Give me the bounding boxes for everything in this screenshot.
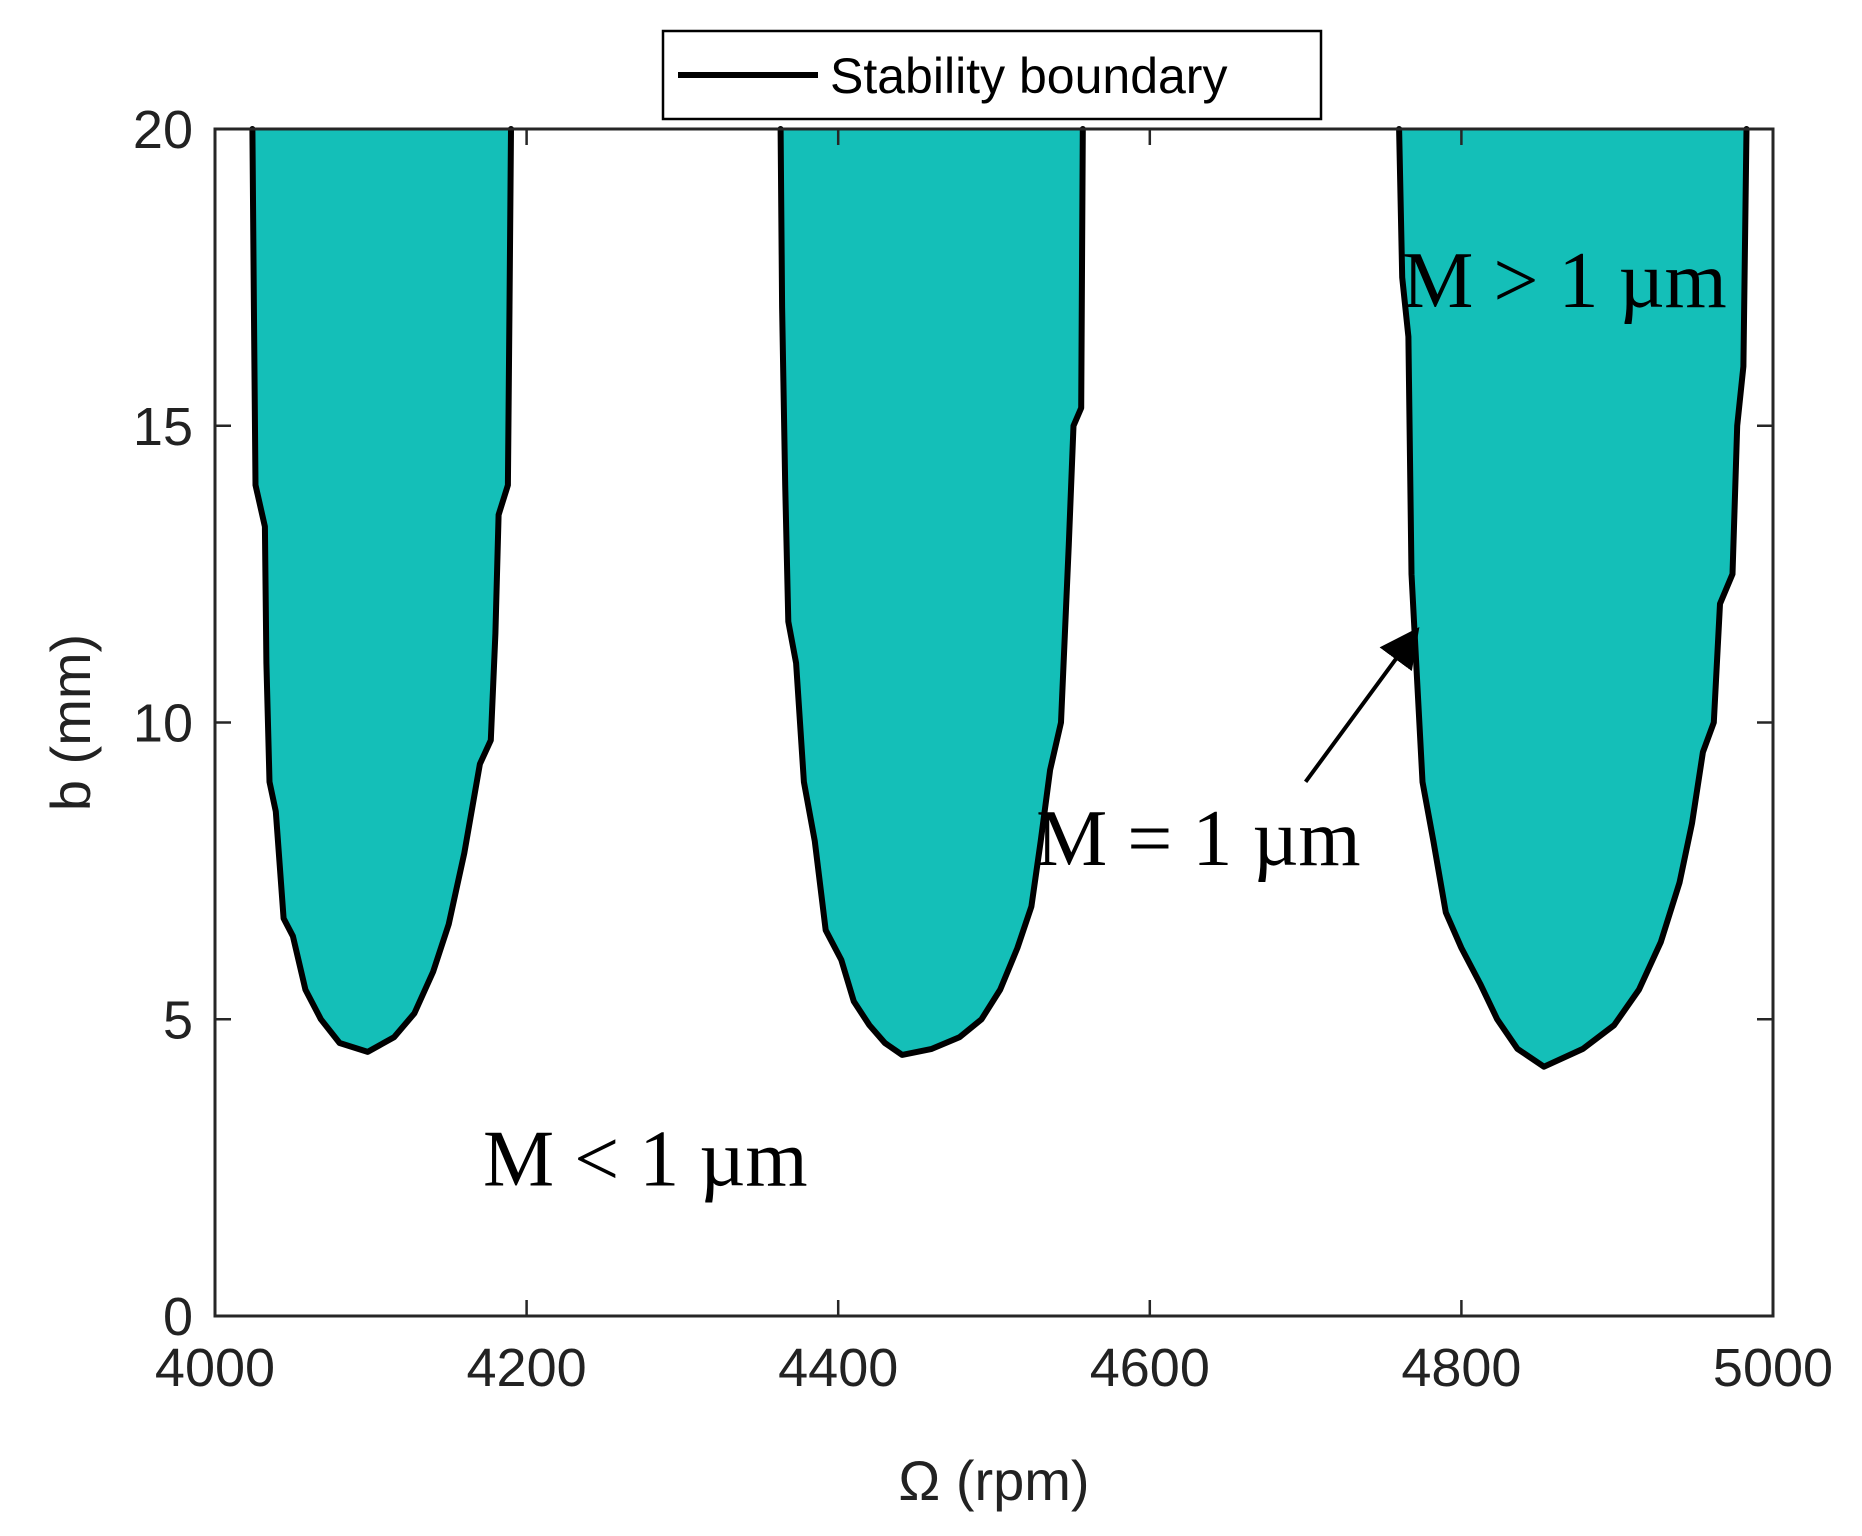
axis-ticks	[213, 127, 1775, 1318]
axis-tick-labels: 4000 4200 4400 4600 4800 5000 0 5 10 15 20	[133, 100, 1833, 1398]
y-tick-label: 10	[133, 694, 193, 754]
annotation-arrow-eq	[1303, 627, 1420, 784]
y-axis-label: b (mm)	[39, 634, 102, 811]
x-axis-label: Ω (rpm)	[898, 1449, 1089, 1512]
stable-region-2	[780, 129, 1083, 1055]
legend: Stability boundary	[661, 29, 1323, 121]
y-tick-label: 15	[133, 397, 193, 457]
x-tick-label: 4800	[1401, 1338, 1521, 1398]
x-tick-label: 4600	[1090, 1338, 1210, 1398]
stability-lobes	[249, 126, 1750, 1070]
annotation-lt: M < 1 µm	[483, 1115, 808, 1203]
x-tick-label: 4200	[467, 1338, 587, 1398]
stable-region-1	[252, 129, 511, 1052]
stability-boundary-3	[1396, 126, 1750, 1070]
x-tick-label: 5000	[1713, 1338, 1833, 1398]
legend-entry-stability-boundary: Stability boundary	[830, 48, 1227, 104]
annotations: M > 1 µm M = 1 µm M < 1 µm	[483, 237, 1727, 1203]
annotation-eq: M = 1 µm	[1036, 795, 1361, 883]
stable-region-3	[1399, 129, 1747, 1067]
x-tick-label: 4400	[778, 1338, 898, 1398]
x-tick-label: 4000	[155, 1338, 275, 1398]
y-tick-label: 20	[133, 100, 193, 160]
y-tick-label: 0	[163, 1287, 193, 1347]
stability-boundary-1	[249, 126, 514, 1055]
y-tick-label: 5	[163, 990, 193, 1050]
annotation-gt: M > 1 µm	[1402, 237, 1727, 325]
stability-boundary-2	[777, 126, 1086, 1058]
